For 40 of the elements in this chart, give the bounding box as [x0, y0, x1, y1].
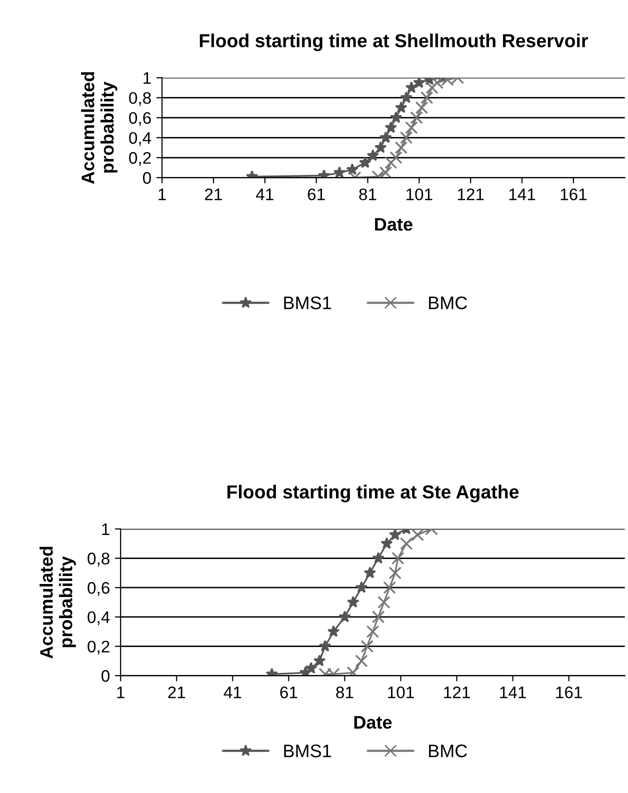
legend-label: BMS1 — [284, 296, 331, 310]
legend-label: BMS1 — [284, 744, 331, 758]
x-tick-label: 81 — [336, 686, 354, 698]
y-tick-label: 1 — [102, 524, 110, 535]
x-tick-label: 141 — [509, 188, 536, 200]
y-tick-label: 0 — [102, 670, 110, 682]
legend-label: BMC — [429, 296, 467, 310]
x-tick-label: 41 — [256, 188, 274, 200]
y-axis-title: Accumulated probability — [81, 72, 118, 184]
chart-title: Flood starting time at Shellmouth Reservoir — [200, 34, 588, 52]
legend-label: BMC — [429, 744, 467, 758]
y-tick-label: 1 — [144, 72, 151, 84]
y-tick-label: 0 — [142, 172, 151, 184]
y-tick-label: 0,2 — [129, 152, 151, 166]
x-axis-title: Date — [375, 218, 412, 231]
y-tick-label: 0,8 — [129, 92, 151, 106]
x-tick-label: 81 — [359, 188, 376, 200]
x-tick-label: 61 — [308, 188, 325, 200]
x-tick-label: 121 — [444, 686, 470, 698]
x-tick-label: 161 — [560, 188, 587, 200]
chart-title: Flood starting time at Ste Agathe — [227, 484, 519, 502]
x-tick-label: 41 — [224, 686, 242, 698]
x-tick-label: 121 — [458, 188, 484, 200]
x-tick-label: 61 — [280, 686, 298, 698]
y-tick-label: 0,2 — [88, 640, 110, 654]
y-axis-title: Accumulated probability — [40, 546, 76, 659]
y-tick-label: 0,8 — [88, 552, 110, 566]
y-tick-label: 0,4 — [129, 132, 152, 146]
x-tick-label: 101 — [388, 686, 414, 698]
x-tick-label: 101 — [406, 188, 432, 200]
x-tick-label: 141 — [500, 686, 526, 698]
x-axis-title: Date — [354, 716, 392, 729]
x-tick-label: 1 — [158, 188, 166, 200]
x-tick-label: 161 — [556, 686, 582, 698]
x-tick-label: 1 — [117, 686, 124, 698]
x-tick-label: 21 — [168, 686, 186, 698]
y-tick-label: 0,6 — [129, 112, 151, 126]
y-tick-label: 0,4 — [88, 611, 110, 626]
y-tick-label: 0,6 — [88, 582, 110, 596]
x-tick-label: 21 — [205, 188, 222, 200]
